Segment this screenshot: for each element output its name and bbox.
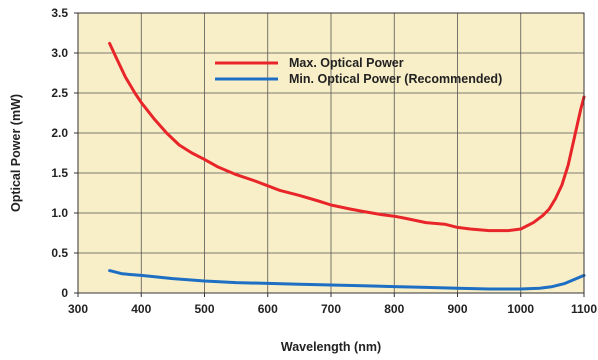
legend-label-min-optical-power: Min. Optical Power (Recommended) [289, 72, 502, 86]
x-tick-label: 1000 [507, 302, 534, 316]
x-tick-label: 1100 [571, 302, 597, 316]
plot-border [77, 12, 585, 294]
y-tick-label: 1.0 [51, 206, 68, 220]
legend: Max. Optical Power Min. Optical Power (R… [215, 56, 502, 86]
series-lines [108, 41, 586, 291]
series-line-1 [108, 269, 586, 291]
x-tick-label: 600 [258, 302, 278, 316]
x-tick-label: 800 [384, 302, 404, 316]
y-tick-label: 0 [61, 286, 68, 300]
series-line-0 [108, 41, 586, 233]
x-axis-label: Wavelength (nm) [281, 340, 381, 354]
y-tick-label: 0.5 [51, 246, 68, 260]
legend-label-max-optical-power: Max. Optical Power [289, 56, 404, 70]
y-tick-label: 2.0 [51, 126, 68, 140]
y-tick-label: 3.0 [51, 46, 68, 60]
x-tick-label: 300 [68, 302, 88, 316]
y-tick-label: 1.5 [51, 166, 68, 180]
x-tick-label: 400 [131, 302, 151, 316]
x-axis-ticks: 300 400 500 600 700 800 900 1000 1100 [68, 293, 597, 316]
x-tick-label: 500 [194, 302, 214, 316]
y-tick-label: 2.5 [51, 86, 68, 100]
y-tick-label: 3.5 [51, 6, 68, 20]
x-tick-label: 900 [447, 302, 467, 316]
x-tick-label: 700 [321, 302, 341, 316]
y-axis-label: Optical Power (mW) [9, 94, 23, 212]
y-axis-ticks: 0 0.5 1.0 1.5 2.0 2.5 3.0 3.5 [51, 6, 78, 300]
